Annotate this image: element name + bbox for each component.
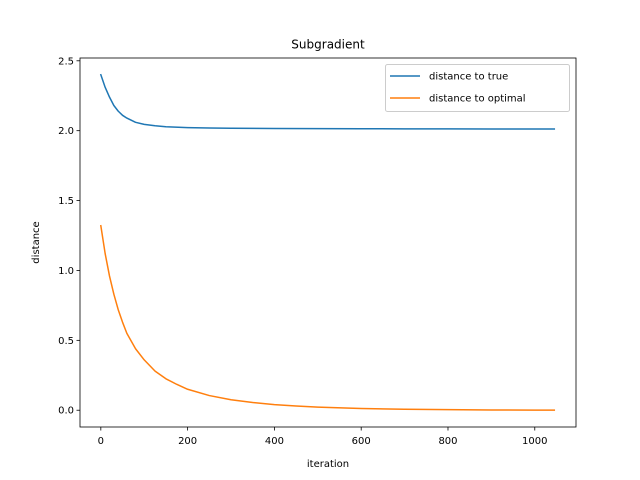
- x-axis-ticks: 0 200 400 600 800 1000: [98, 427, 548, 447]
- y-tick-label: 1.5: [58, 196, 74, 207]
- plot-lines: [99, 73, 556, 411]
- x-tick-label: 0: [98, 436, 104, 447]
- legend: distance to true distance to optimal: [385, 64, 570, 112]
- y-tick-label: 1.0: [58, 266, 74, 277]
- y-axis-label: distance: [31, 221, 42, 263]
- x-tick-label: 600: [352, 436, 371, 447]
- y-tick-label: 0.5: [58, 336, 74, 347]
- x-axis-label: iteration: [307, 459, 349, 470]
- y-tick-label: 2.0: [58, 126, 74, 137]
- plot-frame: [79, 57, 577, 428]
- y-axis-ticks: 0.0 0.5 1.0 1.5 2.0 2.5: [58, 56, 80, 417]
- x-tick-label: 800: [438, 436, 457, 447]
- x-tick-label: 400: [265, 436, 284, 447]
- legend-label: distance to optimal: [429, 94, 526, 105]
- x-tick-label: 1000: [522, 436, 547, 447]
- legend-label: distance to true: [429, 72, 508, 83]
- y-tick-label: 2.5: [58, 56, 74, 67]
- x-tick-label: 200: [178, 436, 197, 447]
- chart-title: Subgradient: [291, 38, 365, 52]
- series-line-1: [99, 73, 556, 130]
- series-line-2: [99, 224, 556, 411]
- legend-box: [385, 64, 570, 112]
- y-tick-label: 0.0: [58, 406, 74, 417]
